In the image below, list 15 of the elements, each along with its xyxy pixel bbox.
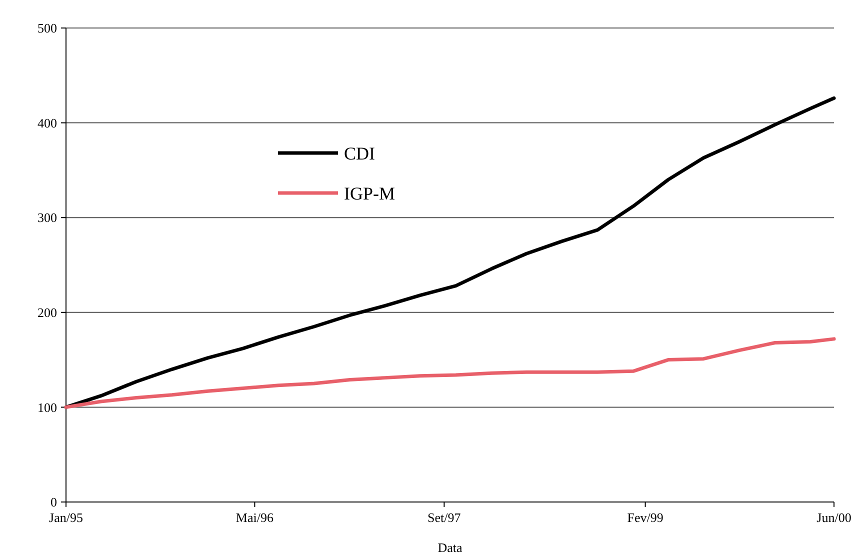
y-tick-label: 300	[38, 210, 57, 226]
y-tick-label: 100	[38, 400, 57, 415]
x-tick-label: Mai/96	[236, 510, 274, 525]
x-tick-label: Jan/95	[49, 510, 83, 525]
x-tick-label: Jun/00	[816, 510, 852, 525]
x-axis-title: Data	[438, 540, 462, 554]
x-tick-label: Fev/99	[627, 510, 664, 525]
legend-label: IGP-M	[344, 183, 396, 204]
y-tick-label: 200	[38, 304, 57, 320]
y-tick-label: 400	[38, 115, 57, 130]
line-series	[64, 337, 836, 409]
y-tick-label: 0	[50, 494, 57, 510]
x-tick-label: Set/97	[428, 510, 462, 525]
legend-label: CDI	[344, 143, 376, 164]
y-tick-label: 500	[38, 20, 57, 36]
